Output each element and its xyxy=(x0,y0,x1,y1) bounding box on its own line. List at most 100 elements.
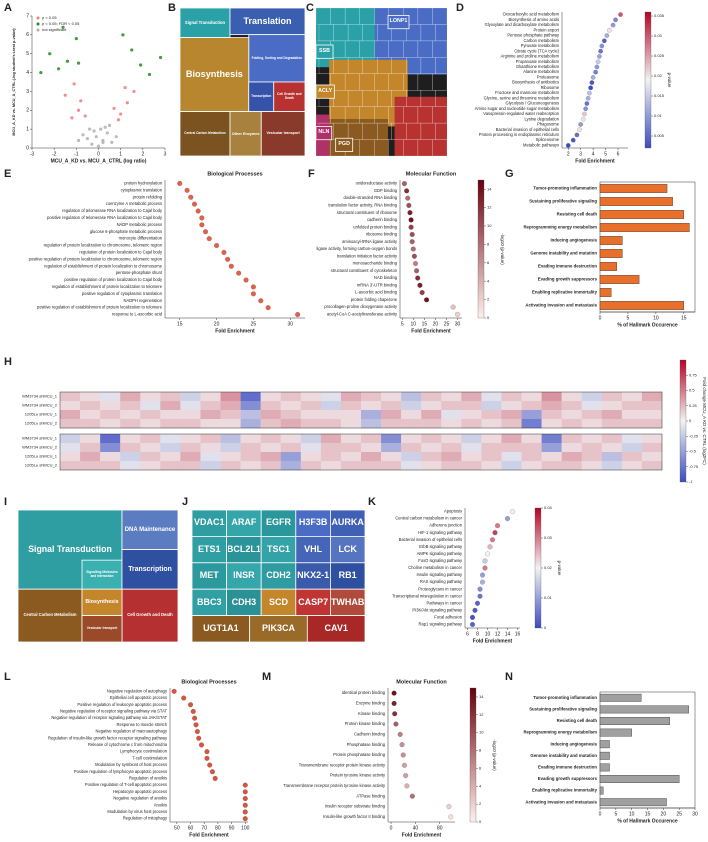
heatmap-cell xyxy=(320,401,342,411)
category-label: Response to muscle stretch xyxy=(116,722,167,727)
region xyxy=(121,588,179,643)
dot xyxy=(584,101,590,106)
heatmap-cell xyxy=(461,434,482,444)
x-axis-label: Fold Enrichment xyxy=(473,638,513,644)
heatmap-cell xyxy=(300,410,322,420)
point xyxy=(96,144,101,148)
cell-outline xyxy=(359,7,375,25)
region-label: Cell Growth and Death xyxy=(277,92,302,100)
legend-label: not significant xyxy=(42,27,67,32)
region xyxy=(306,615,366,643)
colorbar-tick-label: 8 xyxy=(479,748,482,753)
point xyxy=(158,55,163,60)
heatmap-cell xyxy=(220,401,241,411)
dot xyxy=(595,59,601,64)
heatmap-cell xyxy=(160,419,181,429)
cell-outline xyxy=(374,40,389,58)
point xyxy=(92,129,96,133)
category-label: Protein tyrosine kinase activity xyxy=(330,773,386,778)
dot xyxy=(574,132,580,138)
category-label: Alanine metabolism xyxy=(523,69,559,74)
region-label: Folding, Sorting and Degradation xyxy=(251,55,303,60)
category-label: Proteoglycans in cancer xyxy=(418,586,462,591)
region-label-box: SCD xyxy=(269,597,288,607)
heatmap-cell xyxy=(120,434,141,444)
bar xyxy=(599,717,670,725)
x-tick-label: 50 xyxy=(174,825,180,831)
region xyxy=(329,562,366,590)
bar xyxy=(599,184,668,193)
heatmap-cell xyxy=(80,410,101,420)
cell-outline xyxy=(388,73,404,91)
dot xyxy=(242,782,248,788)
heatmap-cell xyxy=(521,452,542,462)
heatmap-cell xyxy=(140,443,161,453)
heatmap-cell xyxy=(280,401,301,411)
dot xyxy=(403,773,409,779)
heatmap-cell xyxy=(621,452,643,462)
cell-outline xyxy=(377,24,392,42)
region-label: CASP7 xyxy=(298,596,329,607)
dot xyxy=(411,253,417,259)
dot xyxy=(406,202,412,208)
heatmap-cell xyxy=(340,434,362,444)
region-label-box: BBC3 xyxy=(197,597,222,607)
heatmap-cell xyxy=(501,401,522,411)
category-label: Negative regulation of anoikis xyxy=(113,796,167,801)
dot xyxy=(578,122,583,127)
region-label: Signal Transduction xyxy=(28,543,112,554)
heatmap-cell xyxy=(240,443,261,453)
dot xyxy=(242,816,248,822)
region-label-box: NKX2-1 xyxy=(297,570,329,580)
category-label: Ribosome xyxy=(541,85,560,90)
category-label: ErbB signaling pathway xyxy=(419,544,463,549)
category-label: Modulation by virus host process xyxy=(107,809,167,814)
heatmap-cell xyxy=(320,461,342,471)
chart-title: Biological Processes xyxy=(207,171,262,177)
cell-outline xyxy=(359,106,375,124)
x-tick-label: 10 xyxy=(485,631,491,637)
dot xyxy=(242,809,248,815)
heatmap-cell xyxy=(140,410,161,420)
region-label: CDH3 xyxy=(231,596,257,607)
heatmap-cell xyxy=(140,452,161,462)
dot xyxy=(392,711,398,717)
cell-outline xyxy=(403,139,419,157)
category-label: Sustaining proliferative signaling xyxy=(529,199,597,204)
region xyxy=(179,111,231,157)
dot xyxy=(391,700,397,706)
heatmap-cell xyxy=(240,410,261,420)
colorbar-tick-label: 0 xyxy=(544,625,547,630)
heatmap-cell xyxy=(361,401,382,411)
dot xyxy=(404,188,410,194)
heatmap-cell xyxy=(521,410,542,420)
cell-outline xyxy=(403,73,419,91)
row-label: 1205Lu shMCU_1 xyxy=(25,412,58,417)
x-tick-label: 5 xyxy=(627,315,630,321)
heatmap-cell xyxy=(461,401,482,411)
colorbar-tick-label: 0.01 xyxy=(544,595,553,600)
category-label: Kinase binding xyxy=(358,711,386,716)
region xyxy=(260,562,297,590)
panel-label: D xyxy=(456,2,464,14)
x-axis-label: Fold Enrichment xyxy=(575,158,615,164)
heatmap-cell xyxy=(441,461,462,471)
dot xyxy=(199,222,205,228)
cell-outline xyxy=(420,24,436,42)
region-label-box: CASP7 xyxy=(298,596,329,607)
colorbar-tick-label: 0.035 xyxy=(654,13,665,18)
heatmap-cell xyxy=(521,443,542,453)
bar xyxy=(599,798,667,807)
chart-title: Molecular Function xyxy=(396,679,447,685)
cell-outline xyxy=(374,73,389,91)
heatmap-cell xyxy=(621,434,643,444)
dot xyxy=(177,180,183,186)
dot xyxy=(225,256,231,262)
heatmap-cell xyxy=(501,419,522,429)
colorbar-tick-label: -1 xyxy=(689,479,693,484)
point xyxy=(105,131,109,135)
bar xyxy=(599,275,640,284)
colorbar-tick-label: -0.5 xyxy=(689,449,697,454)
x-tick-label: 80 xyxy=(215,825,221,831)
point xyxy=(85,136,90,141)
